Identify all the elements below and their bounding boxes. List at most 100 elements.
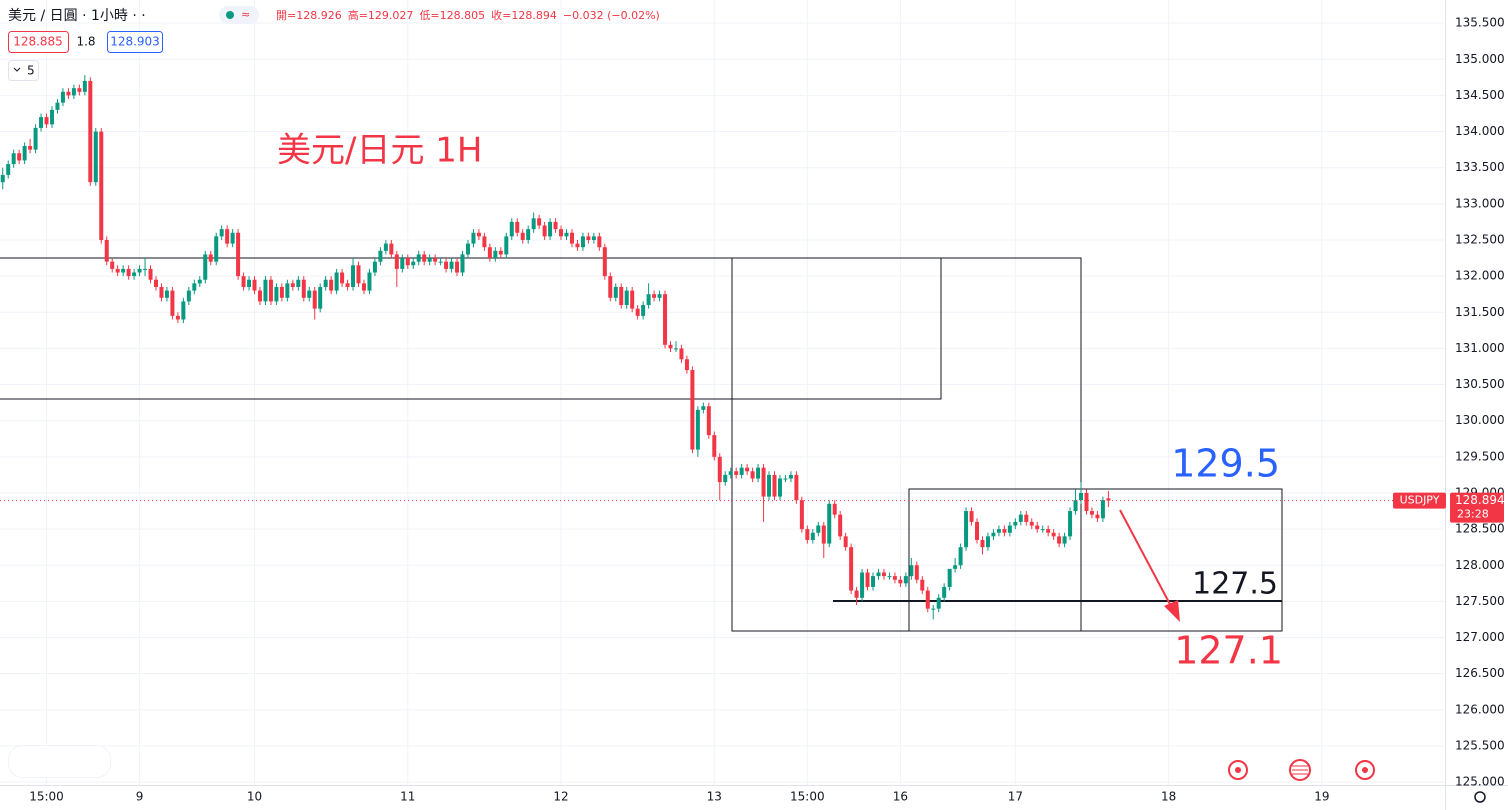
- arrow-head: [1164, 600, 1180, 622]
- candle-body: [723, 474, 728, 483]
- candle-body: [329, 279, 334, 291]
- candle-body: [378, 250, 383, 262]
- candle-body: [372, 261, 377, 273]
- candle-body: [126, 268, 131, 277]
- candle-body: [772, 474, 777, 497]
- candle-body: [695, 409, 700, 450]
- candle-body: [433, 258, 438, 262]
- candle-body: [44, 117, 49, 125]
- candle-body: [953, 565, 958, 569]
- candle-body: [1013, 521, 1018, 526]
- candle-body: [673, 348, 678, 350]
- candle-body: [121, 268, 126, 273]
- candle-body: [586, 236, 591, 240]
- annotation-title: 美元/日元 1H: [277, 131, 482, 171]
- range-box: [731, 257, 1082, 632]
- indicator-count: 5: [27, 64, 35, 78]
- candle-body: [493, 250, 498, 259]
- countdown: 23:28: [1457, 508, 1489, 521]
- candle-body: [471, 232, 476, 244]
- candle-body: [630, 290, 635, 309]
- range-box: [0, 257, 942, 400]
- candle-body: [132, 272, 137, 277]
- y-tick-label: 134.000: [1455, 124, 1505, 138]
- candle-body: [1095, 514, 1100, 519]
- candle-body: [531, 218, 536, 230]
- candle-body: [876, 572, 881, 577]
- candle-body: [942, 586, 947, 598]
- candle-body: [115, 268, 120, 273]
- candle-body: [383, 243, 388, 251]
- event-icon[interactable]: [1355, 760, 1375, 780]
- candle-body: [422, 254, 427, 262]
- status-badge[interactable]: [219, 6, 259, 24]
- grid: [0, 0, 1445, 785]
- spread: 1.8: [76, 35, 95, 49]
- candle-body: [17, 153, 22, 161]
- bid-box[interactable]: [8, 31, 69, 53]
- candle-body: [455, 261, 460, 273]
- y-tick-label: 130.500: [1455, 377, 1505, 391]
- candle-body: [416, 254, 421, 262]
- candle-body: [1046, 529, 1051, 533]
- candle-body: [996, 529, 1001, 533]
- candle-body: [219, 229, 224, 237]
- candle-body: [318, 286, 323, 309]
- candle-body: [537, 218, 542, 226]
- candle-body: [33, 127, 38, 150]
- candle-body: [520, 232, 525, 240]
- candle-body: [411, 261, 416, 266]
- candle-body: [203, 254, 208, 280]
- candle-body: [602, 247, 607, 277]
- candle-body: [1062, 536, 1067, 544]
- candle-body: [679, 348, 684, 360]
- price-tag: [1450, 492, 1504, 523]
- range-box: [908, 488, 1283, 632]
- candle-body: [542, 225, 547, 237]
- y-tick-label: 127.500: [1455, 594, 1505, 608]
- candle-body: [66, 91, 71, 96]
- candle-body: [635, 308, 640, 316]
- candle-body: [777, 478, 782, 497]
- symbol-title: 美元 / 日圓 · 1小時 · ·: [8, 8, 146, 24]
- candle-body: [898, 579, 903, 584]
- candle-body: [498, 250, 503, 255]
- candle-body: [838, 514, 843, 537]
- candle-body: [569, 232, 574, 244]
- candle-body: [548, 221, 553, 237]
- candle-body: [88, 80, 93, 183]
- indicators-toggle[interactable]: [8, 60, 39, 81]
- candle-body: [444, 261, 449, 269]
- status-icon: ≈: [241, 8, 250, 21]
- candle-body: [728, 471, 733, 475]
- candle-body: [624, 290, 629, 306]
- event-icon[interactable]: [1228, 760, 1248, 780]
- y-tick-label: 125.000: [1455, 775, 1505, 789]
- candle-body: [22, 146, 27, 161]
- candle-body: [367, 272, 372, 291]
- status-dot: [226, 11, 234, 19]
- settings-icon[interactable]: [1474, 791, 1486, 803]
- candle-body: [881, 572, 886, 577]
- candle-body: [985, 536, 990, 548]
- x-tick-label: 13: [707, 790, 722, 804]
- ask-box[interactable]: [107, 31, 163, 53]
- annotation-target: 127.1: [1174, 629, 1283, 673]
- x-tick-label: 9: [136, 790, 144, 804]
- candle-body: [252, 279, 257, 291]
- candle-body: [345, 283, 350, 287]
- candle-body: [641, 305, 646, 316]
- candle-body: [788, 474, 793, 479]
- event-dot: [1235, 767, 1241, 773]
- candle-body: [559, 229, 564, 237]
- candle-body: [11, 153, 16, 165]
- candle-body: [509, 221, 514, 237]
- nav-pill[interactable]: [8, 745, 111, 778]
- ohlc: 開=128.926 高=129.027 低=128.805 收=128.894 −0.0…: [276, 8, 660, 22]
- candle-body: [1073, 500, 1078, 512]
- candles: [0, 75, 1111, 620]
- candle-body: [526, 229, 531, 240]
- candle-body: [646, 294, 651, 306]
- candle-body: [613, 286, 618, 298]
- event-icons: [1228, 759, 1375, 781]
